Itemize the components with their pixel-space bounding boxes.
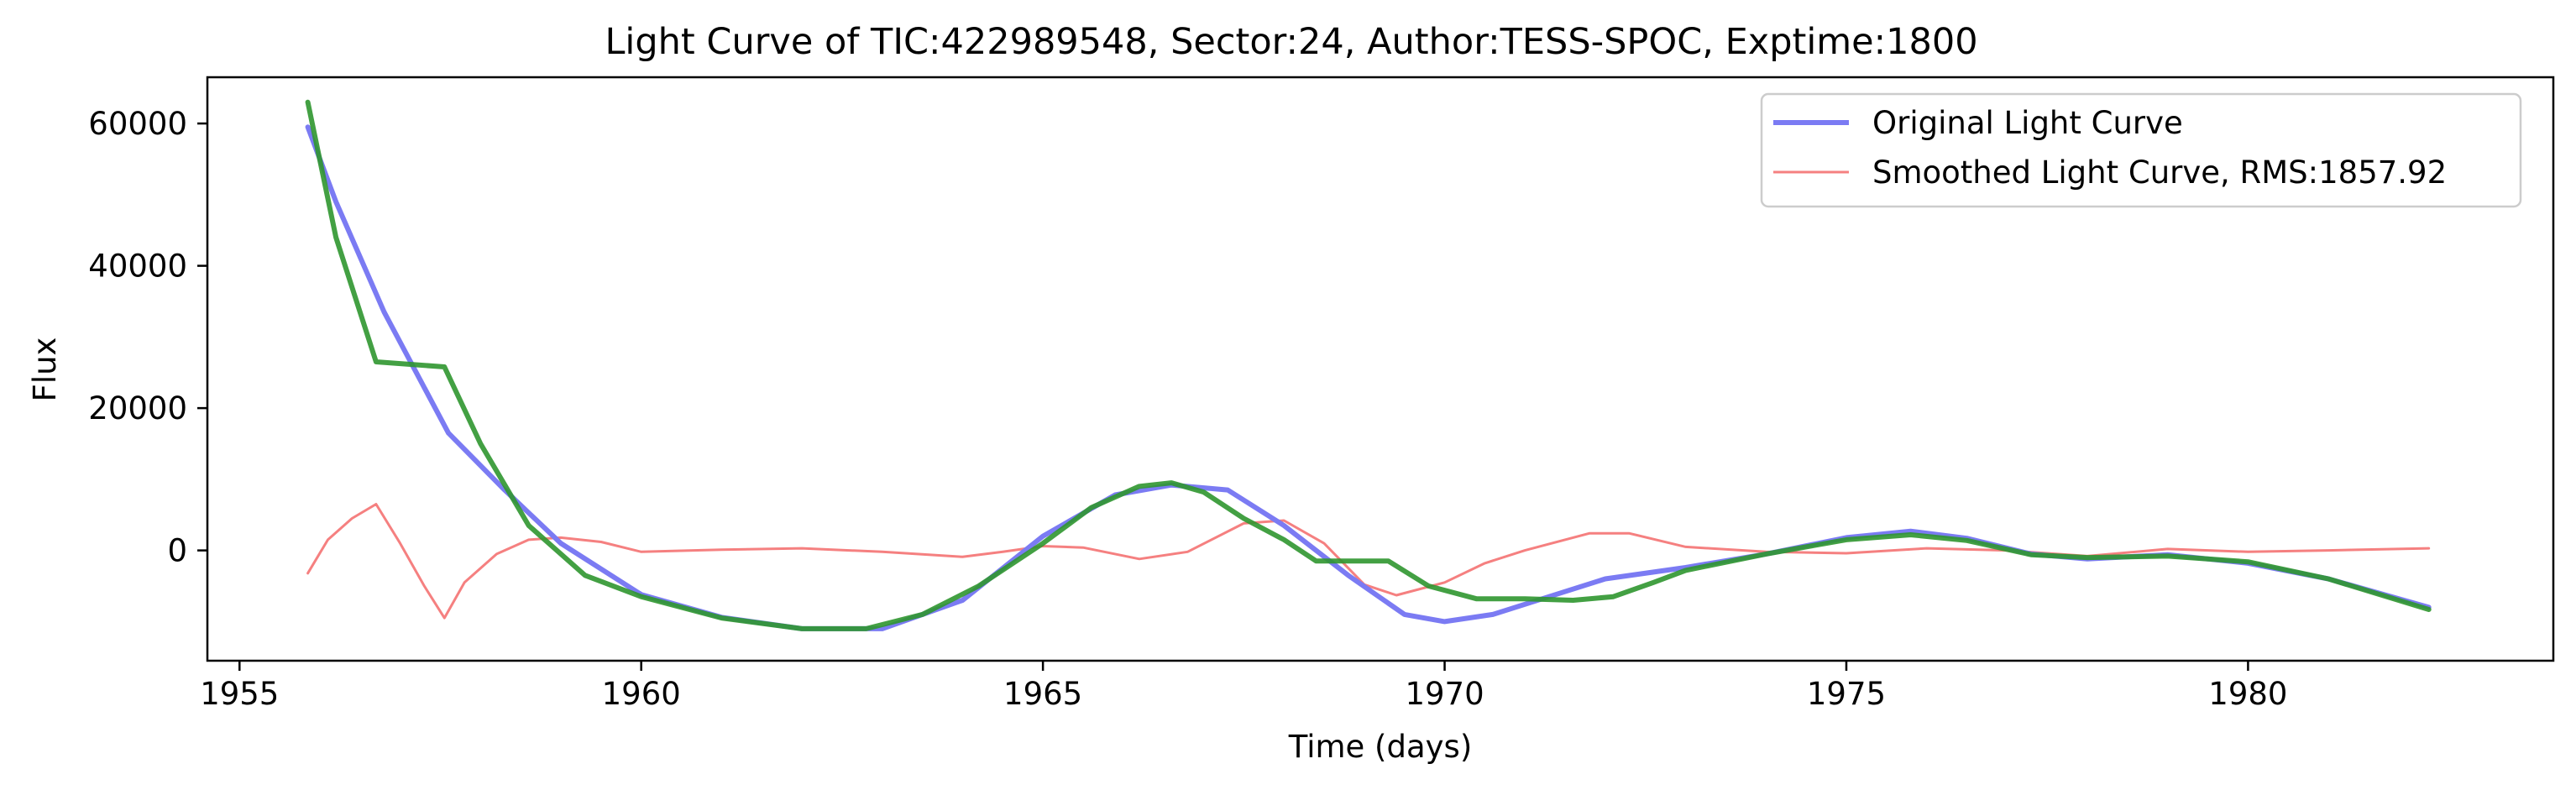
legend: Original Light Curve Smoothed Light Curv… <box>1760 92 2522 208</box>
x-tick-label: 1965 <box>1003 676 1082 712</box>
x-tick-label: 1970 <box>1405 676 1484 712</box>
x-tick-label: 1975 <box>1807 676 1886 712</box>
series-line-model <box>305 99 2432 631</box>
y-axis: 0 20000 40000 60000 <box>88 106 207 569</box>
y-tick-label: 20000 <box>88 390 187 426</box>
y-tick-label: 0 <box>167 533 187 569</box>
y-tick-label: 60000 <box>88 106 187 142</box>
series-line-smoothed-light-curve-rms-1857-92 <box>306 503 2431 620</box>
x-tick-label: 1980 <box>2208 676 2287 712</box>
y-tick-label: 40000 <box>88 249 187 285</box>
plot-frame <box>206 76 2555 662</box>
legend-label-smoothed: Smoothed Light Curve, RMS:1857.92 <box>1872 154 2447 191</box>
x-tick-label: 1960 <box>602 676 681 712</box>
series-layer <box>305 99 2432 631</box>
chart-title: Light Curve of TIC:422989548, Sector:24,… <box>605 21 1977 63</box>
legend-box <box>1760 92 2522 208</box>
y-axis-label: Flux <box>27 337 63 402</box>
legend-label-original: Original Light Curve <box>1872 105 2183 141</box>
x-tick-label: 1955 <box>200 676 279 712</box>
x-axis-label: Time (days) <box>1288 729 1473 765</box>
x-axis: 1955 1960 1965 1970 1975 1980 <box>200 661 2287 712</box>
